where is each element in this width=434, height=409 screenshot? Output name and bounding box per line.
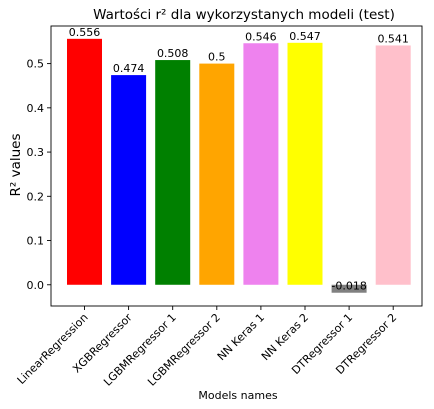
bars-group	[67, 38, 411, 293]
x-axis-label: Models names	[198, 389, 277, 402]
y-tick-label-3: 0.3	[27, 146, 45, 159]
plot-frame	[50, 25, 423, 307]
x-axis: LinearRegressionXGBRegressorLGBMRegresso…	[15, 306, 399, 389]
y-tick-label-1: 0.1	[27, 235, 45, 248]
bar-1	[111, 75, 147, 285]
y-tick-label-2: 0.2	[27, 190, 45, 203]
bar-7	[375, 45, 411, 285]
bar-2	[155, 60, 191, 285]
y-tick-label-5: 0.5	[27, 58, 45, 71]
data-label-1: 0.474	[113, 62, 145, 75]
y-tick-label-4: 0.4	[27, 102, 45, 115]
data-label-0: 0.556	[69, 26, 101, 39]
data-label-4: 0.546	[245, 30, 277, 43]
y-axis: 0.0 0.1 0.2 0.3 0.4 0.5	[27, 58, 51, 292]
bar-5	[287, 42, 323, 285]
y-tick-label-0: 0.0	[27, 279, 45, 292]
y-axis-label: R² values	[8, 134, 24, 197]
data-label-7: 0.541	[377, 32, 409, 45]
bar-4	[243, 43, 279, 285]
data-label-5: 0.547	[289, 30, 321, 43]
bar-3	[199, 63, 235, 285]
plot-area	[50, 25, 423, 307]
bar-0	[67, 38, 102, 285]
data-labels-group: 0.556 0.474 0.508 0.5 0.546 0.547 -0.018 0.541	[69, 26, 409, 293]
data-label-6: -0.018	[331, 280, 366, 293]
bar-6	[331, 284, 367, 293]
chart-title: Wartości r² dla wykorzystanych modeli (t…	[93, 7, 395, 23]
data-label-2: 0.508	[157, 47, 189, 60]
data-label-3: 0.5	[208, 51, 226, 64]
